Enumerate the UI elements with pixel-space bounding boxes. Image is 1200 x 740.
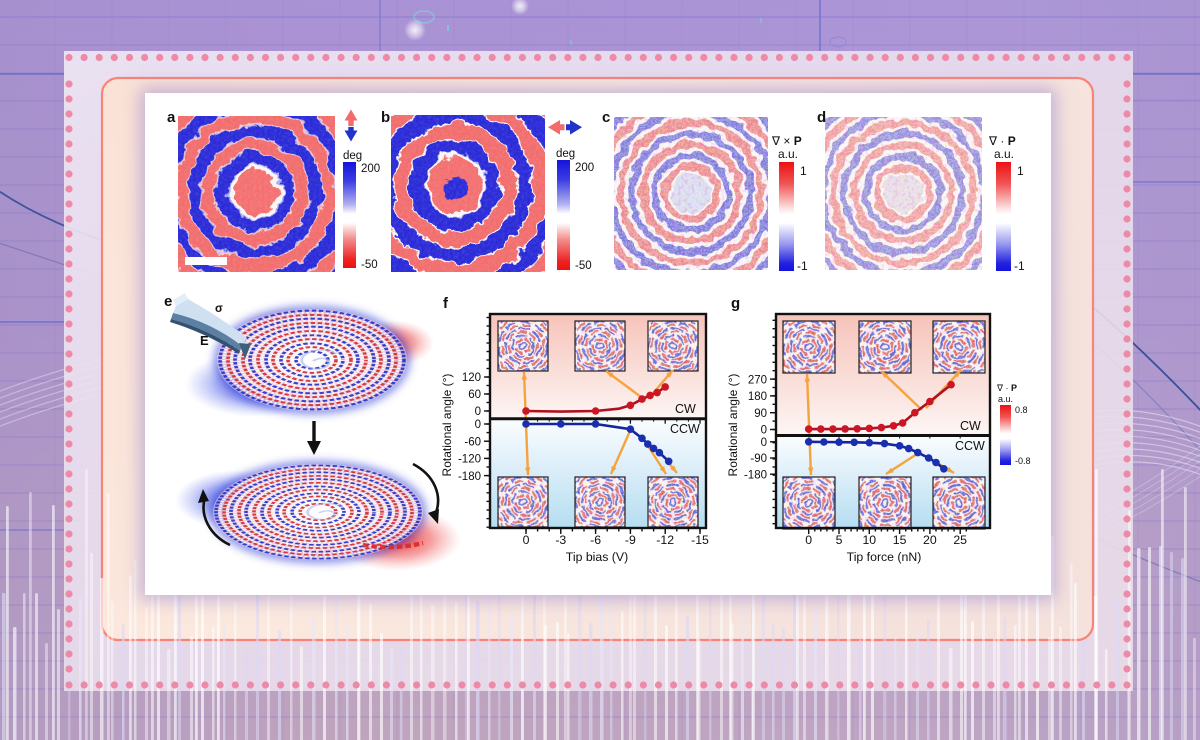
svg-text:-12: -12 — [656, 533, 674, 547]
svg-text:20: 20 — [923, 533, 937, 547]
svg-text:c: c — [602, 109, 610, 126]
svg-text:1: 1 — [1017, 164, 1024, 178]
svg-text:0: 0 — [805, 533, 812, 547]
svg-text:b: b — [381, 109, 390, 126]
svg-text:-15: -15 — [691, 533, 709, 547]
svg-text:15: 15 — [893, 533, 907, 547]
svg-text:5: 5 — [836, 533, 843, 547]
svg-text:∇ · P: ∇ · P — [988, 134, 1016, 148]
svg-text:0: 0 — [761, 437, 767, 449]
svg-text:-6: -6 — [590, 533, 601, 547]
svg-text:f: f — [443, 295, 449, 312]
svg-text:Tip force (nN): Tip force (nN) — [847, 550, 922, 564]
svg-text:0: 0 — [475, 419, 481, 431]
svg-text:d: d — [817, 109, 826, 126]
svg-text:25: 25 — [953, 533, 967, 547]
svg-text:a.u.: a.u. — [998, 394, 1013, 404]
svg-text:Tip bias (V): Tip bias (V) — [566, 550, 628, 564]
svg-text:-180: -180 — [744, 469, 767, 481]
svg-text:deg: deg — [343, 150, 362, 162]
svg-text:Rotational angle (°): Rotational angle (°) — [440, 374, 454, 477]
svg-text:g: g — [731, 295, 740, 312]
svg-text:a: a — [167, 109, 176, 126]
svg-text:∇ · P: ∇ · P — [996, 383, 1017, 393]
svg-text:-0.8: -0.8 — [1015, 456, 1031, 466]
svg-text:-90: -90 — [750, 453, 767, 465]
svg-text:-60: -60 — [464, 436, 481, 448]
svg-text:0: 0 — [475, 406, 481, 418]
svg-text:-120: -120 — [458, 454, 481, 466]
svg-text:180: 180 — [748, 391, 767, 403]
svg-text:deg: deg — [556, 148, 575, 160]
svg-text:90: 90 — [754, 408, 767, 420]
svg-text:0: 0 — [761, 425, 767, 437]
svg-text:60: 60 — [468, 389, 481, 401]
svg-text:σ: σ — [215, 303, 223, 315]
svg-text:200: 200 — [361, 163, 380, 175]
svg-text:270: 270 — [748, 374, 767, 386]
svg-text:-180: -180 — [458, 471, 481, 483]
svg-text:a.u.: a.u. — [778, 147, 798, 161]
svg-text:a.u.: a.u. — [994, 147, 1014, 161]
svg-text:CCW: CCW — [955, 439, 985, 453]
svg-text:-50: -50 — [361, 259, 378, 271]
svg-text:-1: -1 — [797, 259, 808, 273]
svg-text:200: 200 — [575, 162, 594, 174]
svg-text:CCW: CCW — [670, 422, 700, 436]
svg-text:-3: -3 — [555, 533, 566, 547]
svg-text:0: 0 — [523, 533, 530, 547]
svg-text:Rotational angle (°): Rotational angle (°) — [726, 374, 740, 477]
svg-text:E: E — [200, 333, 209, 348]
svg-text:CW: CW — [960, 419, 981, 433]
svg-text:-9: -9 — [625, 533, 636, 547]
svg-text:e: e — [164, 293, 172, 310]
svg-text:CW: CW — [675, 402, 696, 416]
svg-text:∇ × P: ∇ × P — [771, 134, 802, 148]
svg-text:0.8: 0.8 — [1015, 405, 1028, 415]
svg-text:120: 120 — [462, 372, 481, 384]
svg-text:1: 1 — [800, 164, 807, 178]
svg-text:-1: -1 — [1014, 259, 1025, 273]
svg-text:10: 10 — [862, 533, 876, 547]
svg-text:-50: -50 — [575, 260, 592, 272]
